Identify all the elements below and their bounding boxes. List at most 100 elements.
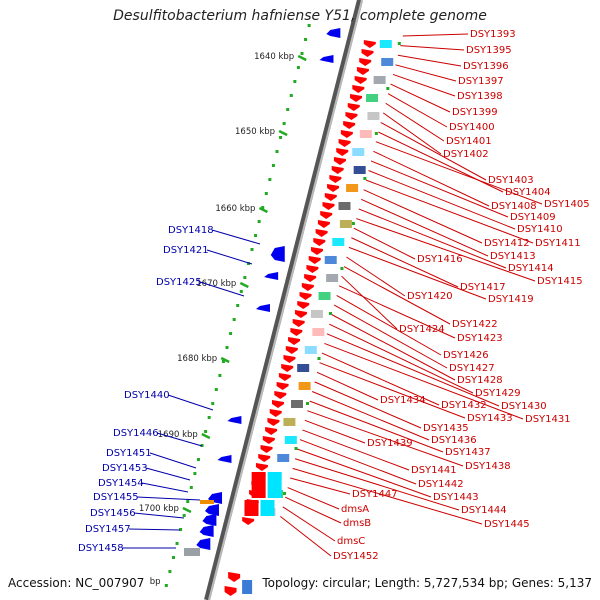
cog-category-block: [373, 76, 386, 84]
reverse-gene-arrow: [196, 538, 211, 550]
gene-label-dsy1444: DSY1444: [461, 505, 507, 516]
map-title: Desulfitobacterium hafniense Y51, comple…: [113, 8, 487, 24]
gene-label-dsy1446: DSY1446: [113, 428, 159, 439]
leader-line: [375, 141, 543, 205]
leader-line: [351, 237, 459, 288]
ruler-dot: [175, 542, 179, 545]
gene-label-dsy1422: DSY1422: [452, 319, 498, 330]
ruler-tick: [220, 356, 230, 364]
forward-gene-arrow: [255, 463, 268, 471]
gene-label-dmsc: dmsC: [337, 536, 365, 547]
ruler-dot: [279, 136, 283, 139]
leader-line: [402, 33, 469, 37]
cog-category-block: [379, 40, 392, 48]
forward-gene-arrow: [301, 283, 314, 291]
feature-marker: [294, 447, 298, 450]
leader-line: [199, 281, 245, 297]
leader-line: [397, 54, 462, 67]
gene-label-dsy1423: DSY1423: [457, 333, 503, 344]
forward-gene-arrow: [356, 67, 369, 75]
ruler-dot: [257, 220, 261, 223]
forward-gene-arrow: [262, 436, 275, 444]
forward-gene-arrow: [336, 148, 349, 156]
forward-gene-arrow: [329, 175, 342, 183]
gene-label-dsy1435: DSY1435: [423, 423, 469, 434]
ruler-dot: [179, 528, 183, 531]
forward-gene-arrow: [315, 229, 328, 237]
reverse-gene-arrow: [326, 28, 341, 38]
forward-gene-arrow: [224, 586, 237, 596]
reverse-gene-arrow: [202, 514, 217, 526]
ruler-tick: [278, 129, 288, 137]
forward-gene-arrow: [320, 211, 333, 219]
ruler-dot: [171, 556, 175, 559]
forward-gene-arrow: [285, 346, 298, 354]
ruler-dot: [286, 108, 290, 111]
ruler-dot: [264, 192, 268, 195]
leader-line: [360, 198, 489, 257]
ruler-dot: [300, 52, 304, 55]
ruler-dot: [250, 248, 254, 251]
gene-label-dsy1412: DSY1412: [484, 238, 530, 249]
gene-label-dsy1457: DSY1457: [85, 524, 131, 535]
leader-line: [382, 112, 442, 155]
ruler-dot: [221, 360, 225, 363]
gene-label-dsy1418: DSY1418: [168, 225, 214, 236]
leader-line: [299, 439, 417, 485]
cog-category-block: [310, 310, 323, 318]
reverse-gene-arrow: [227, 416, 242, 424]
forward-gene-arrow: [327, 184, 340, 192]
ruler-tick: [297, 54, 307, 62]
forward-gene-arrow: [299, 292, 312, 300]
ruler-dot: [271, 164, 275, 167]
leader-line: [329, 323, 474, 394]
ruler-dot: [207, 416, 211, 419]
leader-line: [309, 400, 444, 453]
gene-label-dsy1453: DSY1453: [102, 463, 148, 474]
forward-gene-arrow: [281, 364, 294, 372]
leader-line: [373, 150, 490, 207]
gene-label-dmsa: dmsA: [341, 504, 369, 515]
gene-label-dsy1409: DSY1409: [510, 212, 556, 223]
gene-label-dsy1447: DSY1447: [352, 489, 398, 500]
ruler-tick-label: 1640 kbp: [254, 52, 294, 62]
forward-gene-arrow: [288, 337, 301, 345]
cog-category-block: [298, 382, 311, 390]
cog-category-block: [367, 112, 380, 120]
ruler-dot: [211, 402, 215, 405]
backbone: [204, 0, 363, 600]
ruler-dot: [243, 276, 247, 279]
gene-label-dsy1431: DSY1431: [525, 414, 571, 425]
gene-label-dsy1404: DSY1404: [505, 187, 551, 198]
gene-label-dsy1413: DSY1413: [490, 251, 536, 262]
forward-gene-arrow: [308, 256, 321, 264]
leader-line: [348, 246, 487, 300]
ruler-dot: [225, 346, 229, 349]
gene-label-dsy1393: DSY1393: [470, 29, 516, 40]
leader-line: [136, 496, 201, 501]
leader-line: [128, 528, 181, 531]
feature-marker: [351, 222, 355, 225]
cog-category-block: [318, 292, 331, 300]
forward-gene-arrow: [352, 85, 365, 93]
forward-gene-arrow: [269, 409, 282, 417]
gene-label-dsy1427: DSY1427: [449, 363, 495, 374]
gene-label-dsy1428: DSY1428: [457, 375, 503, 386]
forward-gene-arrow: [347, 103, 360, 111]
gene-label-dsy1397: DSY1397: [458, 76, 504, 87]
ruler-dot: [296, 66, 300, 69]
forward-gene-arrow: [304, 274, 317, 282]
ruler-tick: [201, 432, 211, 440]
ruler-tick: [258, 206, 269, 214]
leader-line: [307, 410, 464, 467]
forward-gene-arrow: [322, 202, 335, 210]
gene-label-dsy1440: DSY1440: [124, 390, 170, 401]
cog-category-block: [338, 202, 351, 210]
cog-category-block: [366, 94, 379, 102]
leader-line: [297, 448, 432, 498]
feature-marker: [283, 492, 287, 495]
leader-line: [370, 160, 509, 218]
gene-label-dsy1410: DSY1410: [517, 224, 563, 235]
forward-gene-arrow: [345, 112, 358, 120]
